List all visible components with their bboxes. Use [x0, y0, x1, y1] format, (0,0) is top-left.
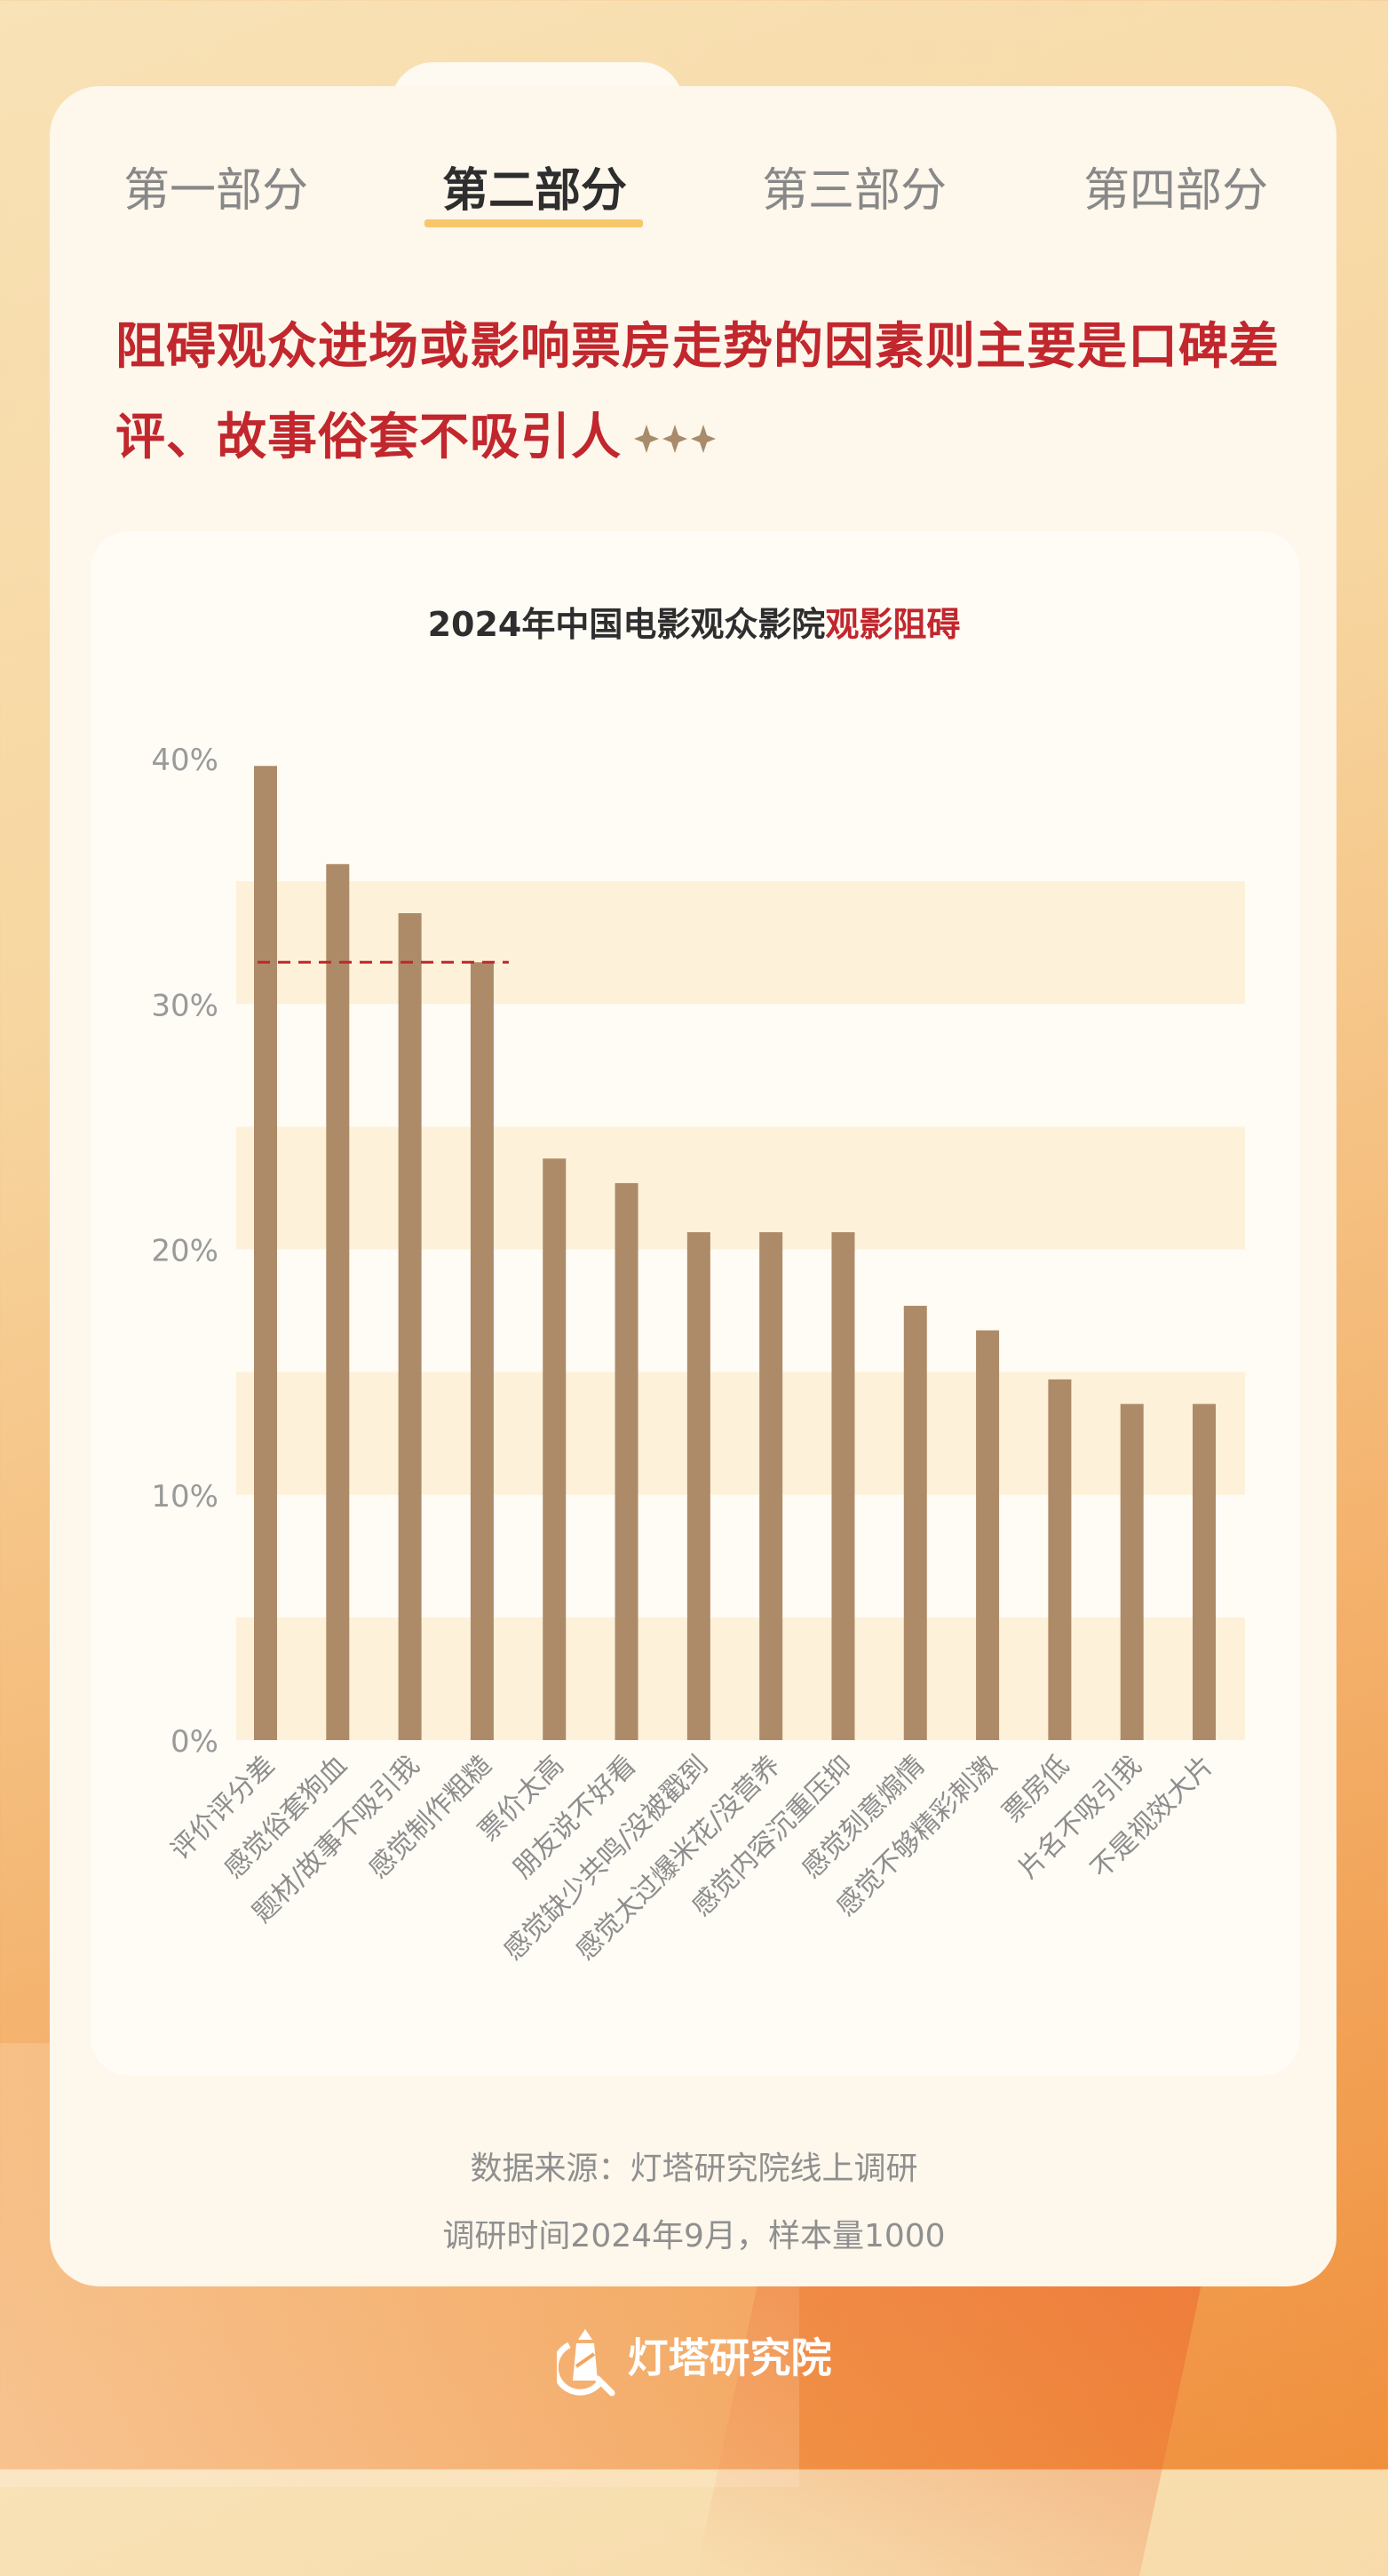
tab-part-1[interactable]: 第一部分 — [123, 164, 309, 218]
bar — [1048, 1379, 1072, 1740]
y-tick-label: 20% — [151, 1234, 218, 1269]
bar — [543, 1158, 567, 1740]
chart-title-prefix: 2024年中国电影观众影院 — [427, 605, 826, 644]
bar — [976, 1330, 1000, 1740]
brand-logo: 灯塔研究院 — [0, 2326, 1388, 2397]
headline-text: 阻碍观众进场或影响票房走势的因素则主要是口碑差评、故事俗套不吸引人 — [115, 318, 1280, 466]
active-tab-underline — [424, 219, 643, 227]
bar — [759, 1232, 783, 1740]
bar — [686, 1232, 710, 1740]
tab-part-2[interactable]: 第二部分 — [441, 164, 628, 218]
bar — [831, 1232, 855, 1740]
bar — [398, 913, 422, 1740]
bar — [254, 766, 277, 1740]
data-source: 数据来源：灯塔研究院线上调研 — [470, 2151, 918, 2187]
sparkle-icon — [632, 395, 721, 486]
y-tick-label: 10% — [151, 1479, 218, 1515]
bar — [326, 863, 350, 1740]
bar — [903, 1306, 927, 1740]
bar — [1193, 1403, 1216, 1740]
bar-chart: 0%10%20%30%40%评价评分差感觉俗套狗血题材/故事不吸引我感觉制作粗糙… — [151, 743, 1245, 1967]
grid-band — [236, 1617, 1245, 1740]
bar — [470, 962, 494, 1740]
tab-part-3[interactable]: 第三部分 — [761, 164, 948, 218]
bar — [615, 1182, 638, 1740]
chart-title-highlight: 观影阻碍 — [825, 605, 961, 644]
y-tick-label: 0% — [171, 1724, 218, 1760]
grid-band — [236, 1371, 1245, 1495]
lighthouse-logo-icon — [551, 2329, 615, 2397]
y-tick-label: 40% — [151, 743, 218, 778]
logo-text: 灯塔研究院 — [627, 2334, 832, 2382]
bar — [1120, 1403, 1144, 1740]
tab-part-4[interactable]: 第四部分 — [1083, 164, 1269, 218]
grid-band — [236, 1126, 1245, 1250]
survey-info: 调研时间2024年9月，样本量1000 — [442, 2218, 946, 2254]
chart-title: 2024年中国电影观众影院观影阻碍 — [0, 597, 1388, 646]
y-tick-label: 30% — [151, 988, 218, 1023]
grid-band — [236, 881, 1245, 1005]
headline: 阻碍观众进场或影响票房走势的因素则主要是口碑差评、故事俗套不吸引人 — [115, 302, 1297, 486]
